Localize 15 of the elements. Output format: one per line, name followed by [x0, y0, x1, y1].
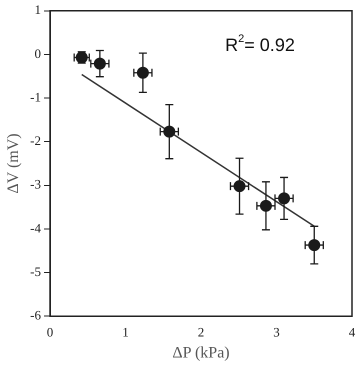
x-tick-label: 0: [46, 324, 54, 340]
x-tick-label: 4: [348, 324, 356, 340]
y-tick-label: -5: [30, 264, 42, 279]
y-tick-label: 1: [34, 2, 42, 18]
y-tick-label: -2: [30, 133, 42, 148]
y-tick-label: -4: [30, 220, 42, 236]
x-tick-label: 2: [198, 324, 204, 340]
y-tick-label: -3: [30, 176, 42, 192]
y-tick-label: -6: [30, 308, 42, 323]
y-tick-label: -1: [30, 89, 42, 104]
x-axis-title: ΔP (kPa): [172, 344, 230, 362]
y-tick-label: 0: [34, 46, 42, 61]
x-tick-label: 3: [273, 324, 280, 340]
x-tick-label: 1: [122, 324, 129, 340]
y-axis-title: ΔV (mV): [4, 133, 22, 194]
